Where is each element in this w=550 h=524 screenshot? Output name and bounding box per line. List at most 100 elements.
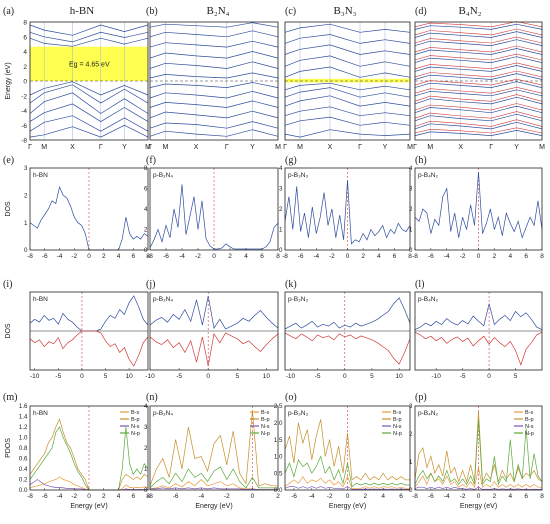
x-tick-label-h: 8 bbox=[540, 253, 544, 260]
legend-label-n: B-p bbox=[261, 417, 270, 423]
x-tick-label-m: 2 bbox=[102, 493, 106, 500]
x-axis-label-o: Energy (eV) bbox=[329, 503, 366, 510]
x-tick-label-k: 5 bbox=[370, 373, 374, 380]
x-tick-label-f: -8 bbox=[147, 253, 153, 260]
x-tick-label-f: 0 bbox=[212, 253, 216, 260]
panel-j: (j) p-B₂N₄ -10 -5 0 5 10 bbox=[145, 279, 279, 380]
x-tick-label-l: -5 bbox=[460, 373, 466, 380]
x-tick-label-h: 2 bbox=[493, 253, 497, 260]
kpoint-label-c: Γ bbox=[358, 144, 362, 151]
x-tick-label-o: 6 bbox=[399, 493, 403, 500]
legend-label-n: N-p bbox=[261, 431, 270, 437]
y-tick-label-m: 1.2 bbox=[19, 424, 28, 431]
band-line-c bbox=[284, 95, 411, 107]
x-tick-label-e: 2 bbox=[102, 253, 106, 260]
panel-letter-m: (m) bbox=[3, 392, 17, 403]
legend-label-p: B-s bbox=[525, 410, 534, 416]
band-line-a bbox=[29, 103, 149, 123]
band-line-b bbox=[149, 129, 279, 137]
y-tick-label-m: 1.0 bbox=[19, 435, 28, 442]
y-tick-label-a: -6 bbox=[21, 123, 27, 130]
x-tick-label-g: 0 bbox=[346, 253, 350, 260]
x-tick-label-p: -8 bbox=[412, 493, 418, 500]
band-line-d bbox=[414, 39, 543, 46]
x-tick-label-j: 10 bbox=[263, 373, 271, 380]
panel-letter-e: (e) bbox=[3, 155, 14, 166]
x-tick-label-p: -4 bbox=[444, 493, 450, 500]
band-line-c bbox=[284, 66, 411, 78]
x-tick-label-l: -10 bbox=[431, 373, 441, 380]
x-tick-label-f: 2 bbox=[228, 253, 232, 260]
kpoint-label-c: M bbox=[297, 144, 303, 151]
band-line-d bbox=[414, 96, 543, 105]
x-tick-label-n: 2 bbox=[276, 493, 280, 500]
y-tick-label-m: 0.2 bbox=[19, 477, 28, 484]
y-tick-label-g: 0 bbox=[279, 247, 283, 254]
band-line-a bbox=[29, 124, 149, 138]
x-tick-label-h: -2 bbox=[460, 253, 466, 260]
panel-label-m: h-BN bbox=[33, 410, 48, 417]
panel-title-a: h-BN bbox=[70, 5, 95, 17]
panel-title-c: B₃N₃ bbox=[334, 5, 357, 17]
legend-label-p: N-p bbox=[525, 431, 534, 437]
panel-letter-j: (j) bbox=[146, 279, 155, 290]
x-tick-label-f: 8 bbox=[276, 253, 280, 260]
x-tick-label-g: 4 bbox=[377, 253, 381, 260]
kpoint-label-c: Γ bbox=[283, 144, 287, 151]
spin-down-line-k bbox=[284, 332, 411, 365]
kpoint-label-a: X bbox=[70, 144, 75, 151]
panel-i: (i) h-BN -10 -5 0 5 10 DOS bbox=[3, 279, 149, 380]
x-tick-label-n: -2 bbox=[224, 493, 230, 500]
x-tick-label-p: 6 bbox=[524, 493, 528, 500]
y-tick-label-e: 3 bbox=[24, 165, 28, 172]
band-line-red-d bbox=[414, 111, 543, 119]
y-tick-label-a: 0 bbox=[23, 79, 27, 86]
x-tick-label-i: -5 bbox=[55, 373, 61, 380]
band-line-d bbox=[414, 130, 543, 136]
plot-frame-a bbox=[29, 21, 149, 141]
x-tick-label-m: 4 bbox=[117, 493, 121, 500]
x-tick-label-p: 8 bbox=[540, 493, 544, 500]
x-tick-label-g: -4 bbox=[313, 253, 319, 260]
y-tick-label-a: -8 bbox=[21, 138, 27, 145]
x-tick-label-h: 0 bbox=[477, 253, 481, 260]
panel-letter-b: (b) bbox=[146, 6, 158, 17]
y-tick-label-m: 0.8 bbox=[19, 445, 28, 452]
legend-label-o: N-s bbox=[393, 424, 402, 430]
band-line-c bbox=[284, 44, 411, 55]
pdos-line-n-s-o bbox=[284, 486, 410, 490]
panel-letter-k: (k) bbox=[285, 279, 297, 290]
panel-letter-a: (a) bbox=[3, 6, 14, 17]
x-tick-label-f: 4 bbox=[244, 253, 248, 260]
panel-label-j: p-B₂N₄ bbox=[153, 296, 173, 303]
y-tick-label-a: 4 bbox=[23, 49, 27, 56]
x-tick-label-p: -2 bbox=[460, 493, 466, 500]
y-tick-label-m: 1.6 bbox=[19, 403, 28, 410]
x-tick-label-i: 10 bbox=[126, 373, 134, 380]
panel-label-k: p-B₃N₃ bbox=[288, 296, 308, 303]
panel-letter-n: (n) bbox=[146, 392, 158, 403]
legend-label-m: N-s bbox=[131, 424, 140, 430]
kpoint-label-a: M bbox=[41, 144, 47, 151]
band-line-c bbox=[284, 87, 411, 98]
band-line-c bbox=[284, 23, 411, 33]
x-tick-label-n: -8 bbox=[147, 493, 153, 500]
y-tick-label-o: 1.5 bbox=[274, 437, 283, 444]
x-tick-label-o: -2 bbox=[327, 493, 333, 500]
x-tick-label-e: 6 bbox=[131, 253, 135, 260]
x-tick-label-e: -4 bbox=[57, 253, 63, 260]
band-line-b bbox=[149, 51, 279, 59]
panel-m: (m) h-BN B-sB-pN-sN-p -8 -6 -4 -2 0 2 4 6 8 0.0 0.2 0.… bbox=[3, 392, 150, 510]
y-tick-label-g: 4 bbox=[279, 165, 283, 172]
panel-title-d: B₄N₂ bbox=[459, 5, 482, 17]
plot-frame-e bbox=[29, 167, 149, 251]
legend-label-n: N-s bbox=[261, 424, 270, 430]
x-tick-label-h: 4 bbox=[508, 253, 512, 260]
band-line-a bbox=[29, 92, 149, 114]
y-tick-label-f: 8 bbox=[144, 165, 148, 172]
spin-down-line-i bbox=[29, 330, 149, 367]
panel-letter-l: (l) bbox=[415, 279, 424, 290]
band-line-d bbox=[414, 89, 543, 97]
